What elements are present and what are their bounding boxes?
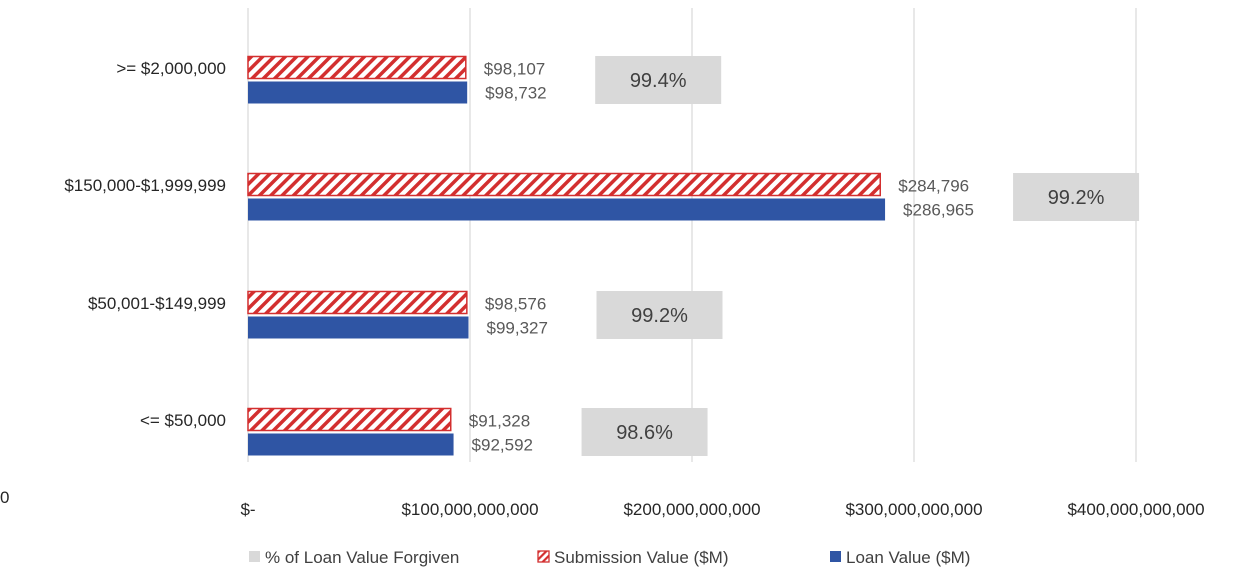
pct-forgiven-label: 99.2% (1048, 187, 1105, 209)
legend-label: Submission Value ($M) (554, 548, 728, 567)
legend-swatch (537, 550, 550, 563)
legend-swatch (249, 551, 260, 562)
loan-value-bar (248, 433, 454, 456)
loan-value-label: $98,732 (485, 84, 546, 103)
category-label: <= $50,000 (140, 411, 226, 430)
pct-forgiven-label: 98.6% (616, 422, 673, 444)
x-tick-label: $100,000,000,000 (401, 500, 538, 519)
x-tick-label: $400,000,000,000 (1067, 500, 1204, 519)
category-label: $150,000-$1,999,999 (64, 176, 226, 195)
submission-value-label: $284,796 (898, 177, 969, 196)
pct-forgiven-box (596, 291, 723, 339)
submission-value-bar (247, 407, 452, 432)
category-label: >= $2,000,000 (116, 59, 226, 78)
loan-value-label: $286,965 (903, 201, 974, 220)
legend-swatch (830, 551, 841, 562)
loan-value-bar (248, 198, 886, 221)
loan-value-bar (248, 316, 469, 339)
submission-value-label: $91,328 (469, 412, 530, 431)
loan-value-label: $99,327 (487, 319, 548, 338)
submission-value-label: $98,576 (485, 295, 546, 314)
legend-label: % of Loan Value Forgiven (265, 548, 459, 567)
submission-value-bar (247, 172, 881, 197)
submission-value-label: $98,107 (484, 60, 545, 79)
pct-forgiven-label: 99.2% (631, 305, 688, 327)
loan-value-bar (248, 81, 468, 104)
submission-value-bar (247, 290, 468, 315)
secondary-axis-tick-label: 0 (0, 488, 9, 507)
pct-forgiven-box (1013, 173, 1140, 221)
submission-value-bar (247, 55, 467, 80)
loan-value-label: $92,592 (472, 436, 533, 455)
x-tick-label: $300,000,000,000 (845, 500, 982, 519)
x-tick-label: $200,000,000,000 (623, 500, 760, 519)
x-tick-label: $- (240, 500, 255, 519)
legend-label: Loan Value ($M) (846, 548, 970, 567)
category-label: $50,001-$149,999 (88, 294, 226, 313)
pct-forgiven-label: 99.4% (630, 70, 687, 92)
pct-forgiven-box (595, 56, 722, 104)
pct-forgiven-box (581, 408, 708, 456)
